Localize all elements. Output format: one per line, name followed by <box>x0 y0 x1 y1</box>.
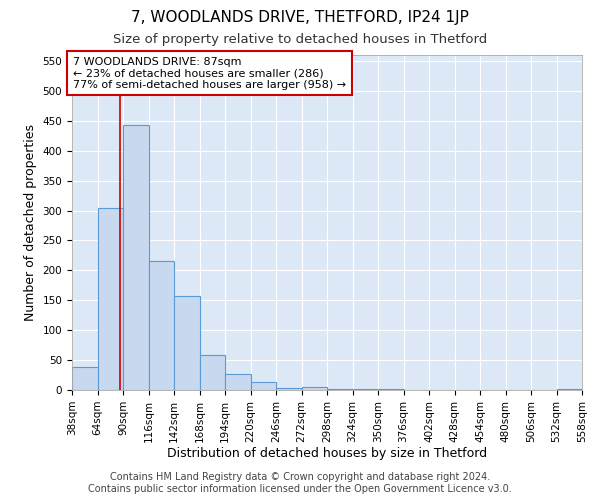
Bar <box>251 382 276 390</box>
Bar <box>72 368 97 390</box>
Bar <box>353 389 378 390</box>
Text: Size of property relative to detached houses in Thetford: Size of property relative to detached ho… <box>113 32 487 46</box>
Bar <box>276 388 302 390</box>
Bar <box>378 389 404 390</box>
Text: 7, WOODLANDS DRIVE, THETFORD, IP24 1JP: 7, WOODLANDS DRIVE, THETFORD, IP24 1JP <box>131 10 469 25</box>
Bar <box>225 374 251 390</box>
Text: Contains HM Land Registry data © Crown copyright and database right 2024.
Contai: Contains HM Land Registry data © Crown c… <box>88 472 512 494</box>
Bar <box>199 356 225 390</box>
Bar <box>149 262 174 390</box>
Bar <box>302 387 327 390</box>
Bar <box>557 389 582 390</box>
Text: 7 WOODLANDS DRIVE: 87sqm
← 23% of detached houses are smaller (286)
77% of semi-: 7 WOODLANDS DRIVE: 87sqm ← 23% of detach… <box>73 56 346 90</box>
Bar <box>174 296 199 390</box>
Bar <box>123 125 149 390</box>
Bar <box>97 208 123 390</box>
Bar <box>327 389 353 390</box>
X-axis label: Distribution of detached houses by size in Thetford: Distribution of detached houses by size … <box>167 448 487 460</box>
Y-axis label: Number of detached properties: Number of detached properties <box>24 124 37 321</box>
